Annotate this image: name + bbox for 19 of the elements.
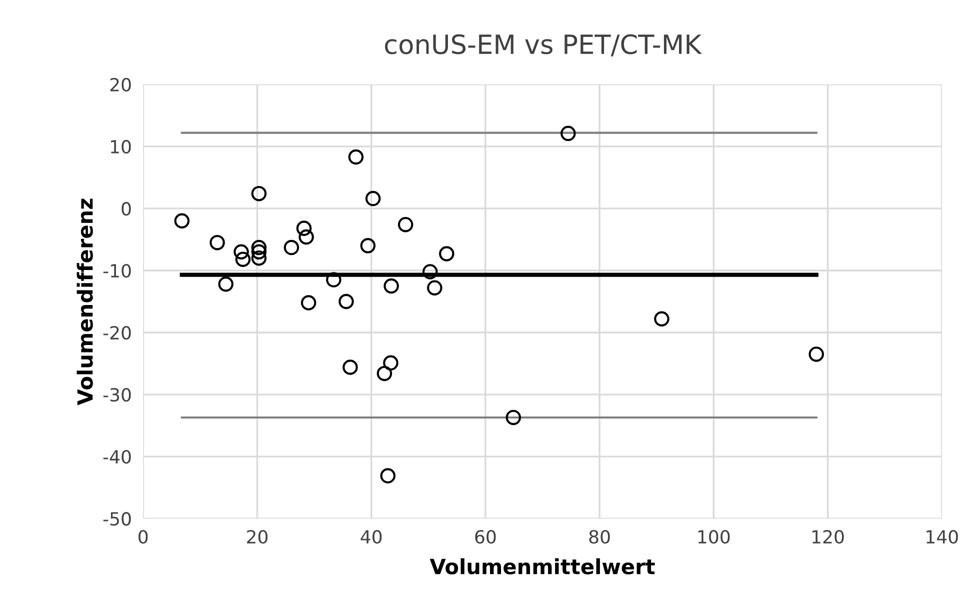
y-tick-label: -10 bbox=[103, 264, 131, 278]
y-axis-title: Volumendifferenz bbox=[76, 198, 93, 406]
x-tick-label: 100 bbox=[698, 530, 730, 544]
y-tick-label: -40 bbox=[103, 450, 131, 464]
x-tick-label: 40 bbox=[360, 530, 382, 544]
y-tick-label: -30 bbox=[103, 388, 131, 402]
x-tick-label: 120 bbox=[812, 530, 844, 544]
x-tick-label: 20 bbox=[247, 530, 268, 544]
y-tick-label: -20 bbox=[103, 326, 131, 340]
y-tick-label: 0 bbox=[122, 202, 131, 216]
x-tick-label: 140 bbox=[926, 530, 958, 544]
chart-title: conUS-EM vs PET/CT-MK bbox=[385, 34, 702, 56]
y-tick-label: -50 bbox=[103, 512, 131, 526]
y-tick-label: 20 bbox=[110, 78, 131, 92]
x-tick-label: 80 bbox=[589, 530, 610, 544]
y-tick-label: 10 bbox=[111, 140, 131, 154]
x-tick-label: 0 bbox=[138, 530, 148, 544]
x-tick-label: 60 bbox=[475, 530, 496, 544]
x-axis-title: Volumenmittelwert bbox=[430, 558, 655, 574]
